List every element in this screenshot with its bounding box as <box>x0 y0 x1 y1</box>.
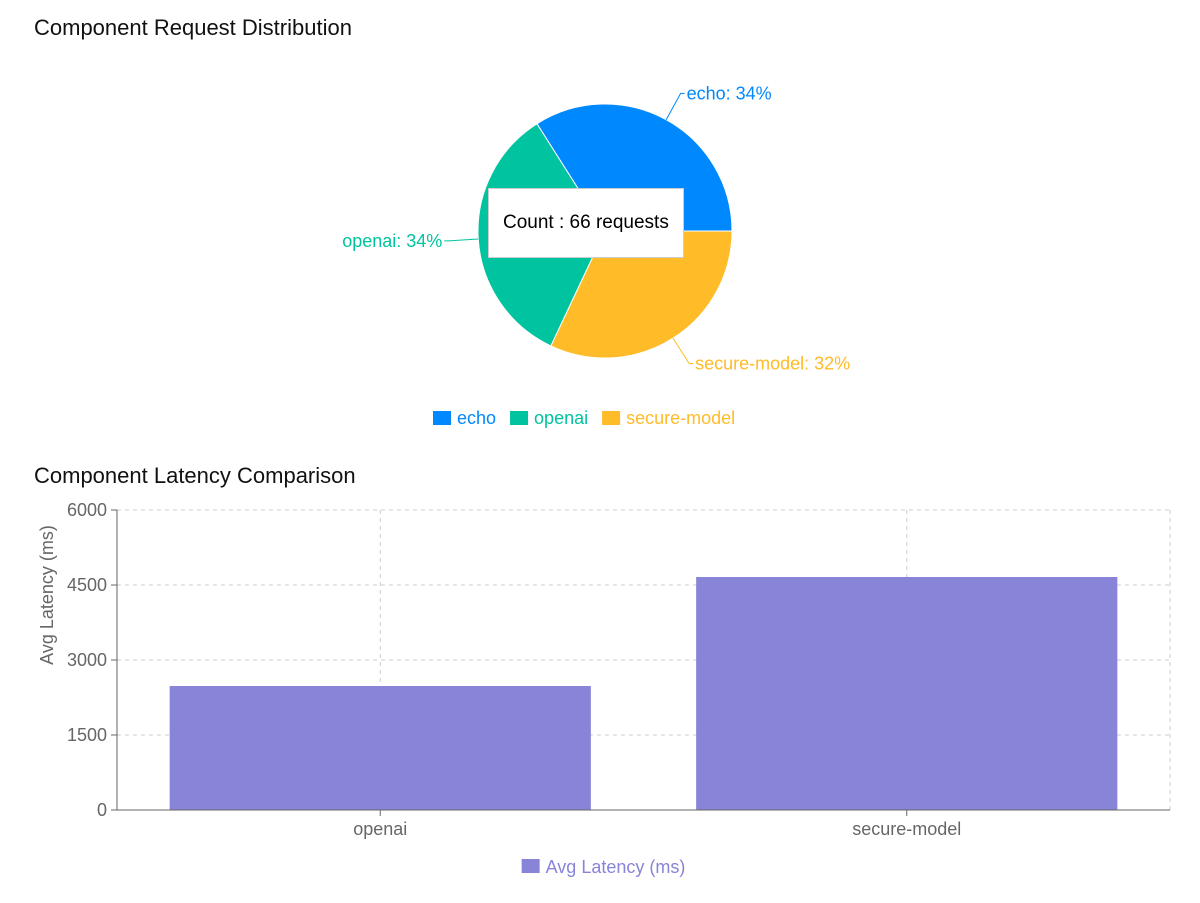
y-axis-label: Avg Latency (ms) <box>37 525 57 665</box>
pie-legend: echo openai secure-model <box>433 408 735 428</box>
pie-label-secure-model: secure-model: 32% <box>695 354 850 374</box>
pie-leader-line-openai <box>444 238 479 242</box>
pie-leader-line-secure-model <box>672 337 694 365</box>
bar-chart-title: Component Latency Comparison <box>34 463 356 488</box>
pie-legend-label-openai: openai <box>534 408 588 428</box>
y-tick-label: 3000 <box>67 650 107 670</box>
bar-legend: Avg Latency (ms) <box>521 857 686 877</box>
y-tick-label: 6000 <box>67 500 107 520</box>
pie-tooltip-text: Count : 66 requests <box>503 212 669 233</box>
x-tick-label-secure-model: secure-model <box>852 819 961 839</box>
x-tick-label-openai: openai <box>353 819 407 839</box>
y-tick-label: 0 <box>97 800 107 820</box>
bar-secure-model[interactable] <box>696 577 1118 810</box>
bar-chart: 0 1500 3000 4500 6000 openai secure-model Avg L… <box>37 500 1171 839</box>
y-tick-label: 1500 <box>67 725 107 745</box>
pie-legend-swatch-secure-model <box>602 411 621 425</box>
pie-tooltip: Count : 66 requests <box>488 188 684 258</box>
pie-legend-label-secure-model: secure-model <box>626 408 735 428</box>
bar-openai[interactable] <box>169 686 591 810</box>
pie-legend-swatch-echo <box>433 411 451 425</box>
bar-legend-swatch <box>521 859 540 873</box>
pie-label-echo: echo: 34% <box>687 83 772 103</box>
pie-chart-title: Component Request Distribution <box>34 15 352 40</box>
pie-label-openai: openai: 34% <box>342 231 442 251</box>
pie-legend-swatch-openai <box>510 411 529 425</box>
pie-legend-label-echo: echo <box>457 408 496 428</box>
y-tick-label: 4500 <box>67 575 107 595</box>
pie-leader-line-echo <box>665 92 685 120</box>
bar-legend-label: Avg Latency (ms) <box>546 857 686 877</box>
